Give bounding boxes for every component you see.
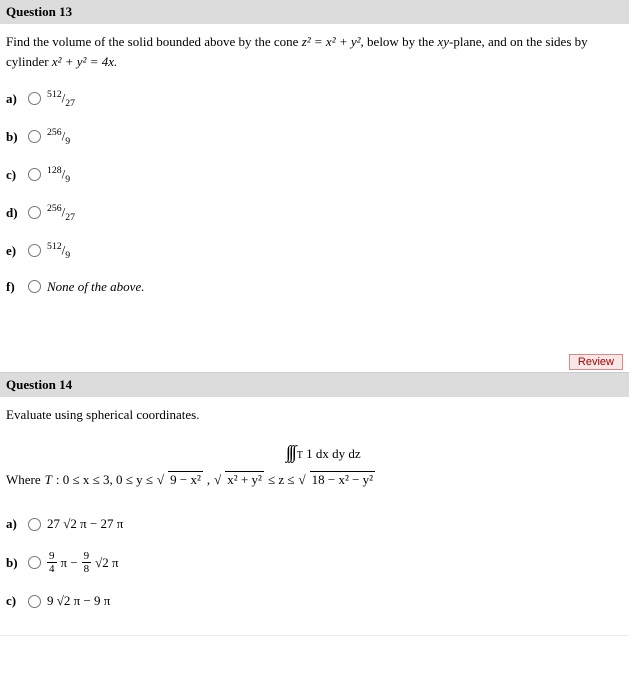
q14-prompt: Evaluate using spherical coordinates. [6, 405, 623, 425]
sqrt2: x² + y² [225, 471, 264, 488]
q13-radio-b[interactable] [28, 130, 41, 143]
frac-den: 9 [65, 250, 70, 261]
option-value: 9 √2 π − 9 π [47, 593, 110, 609]
option-letter: a) [6, 516, 22, 532]
comma: , [207, 472, 210, 488]
sqrt-sign: √ [157, 472, 164, 488]
num: 9 [47, 550, 57, 563]
q14-where: Where T : 0 ≤ x ≤ 3, 0 ≤ y ≤ √9 − x² , √… [6, 471, 623, 488]
sqrt-sign: √ [298, 472, 305, 488]
q14-options: a) 27 √2 π − 27 π b) 94 π − 98 √2 π c) 9… [6, 516, 623, 609]
option-letter: a) [6, 91, 22, 107]
option-value: 256/9 [47, 127, 70, 147]
q14-radio-b[interactable] [28, 556, 41, 569]
q13-radio-a[interactable] [28, 92, 41, 105]
sqrt3: 18 − x² − y² [310, 471, 375, 488]
between: ≤ z ≤ [268, 472, 295, 488]
q13-options: a) 512/27 b) 256/9 c) 128/9 d) 256/27 e)… [6, 89, 623, 295]
q13-option-a: a) 512/27 [6, 89, 623, 109]
option-letter: e) [6, 243, 22, 259]
q13-eq2: x² + y² = 4x. [52, 54, 117, 69]
q13-radio-e[interactable] [28, 244, 41, 257]
q14-integral: ∫∫∫T 1 dx dy dz [286, 442, 623, 463]
q13-radio-f[interactable] [28, 280, 41, 293]
q14-option-b: b) 94 π − 98 √2 π [6, 550, 623, 575]
where-pre: Where [6, 472, 41, 488]
q13-prompt: Find the volume of the solid bounded abo… [6, 32, 623, 71]
frac-num: 512 [47, 241, 62, 252]
tail: √2 π [95, 555, 118, 571]
option-letter: c) [6, 167, 22, 183]
option-value: 512/27 [47, 89, 75, 109]
frac-den: 27 [65, 98, 75, 109]
option-value: None of the above. [47, 279, 144, 295]
frac1: 94 [47, 550, 57, 575]
question-14-header: Question 14 [0, 373, 629, 397]
sqrt-sign: √ [214, 472, 221, 488]
option-value: 94 π − 98 √2 π [47, 550, 119, 575]
q13-radio-c[interactable] [28, 168, 41, 181]
q14-radio-c[interactable] [28, 595, 41, 608]
option-letter: d) [6, 205, 22, 221]
mid: π − [61, 555, 78, 571]
den: 4 [47, 563, 57, 575]
num: 9 [82, 550, 92, 563]
frac-num: 128 [47, 165, 62, 176]
frac-den: 9 [65, 174, 70, 185]
option-letter: c) [6, 593, 22, 609]
sqrt1: 9 − x² [168, 471, 203, 488]
option-value: 27 √2 π − 27 π [47, 516, 123, 532]
frac-num: 256 [47, 127, 62, 138]
review-button[interactable]: Review [569, 354, 623, 370]
q13-xy: xy [437, 34, 449, 49]
spacer [0, 321, 629, 351]
q13-eq1: z² = x² + y² [302, 34, 361, 49]
integral-region: T [297, 450, 303, 461]
option-letter: b) [6, 555, 22, 571]
q14-option-c: c) 9 √2 π − 9 π [6, 593, 623, 609]
option-letter: b) [6, 129, 22, 145]
option-letter: f) [6, 279, 22, 295]
option-value: 128/9 [47, 165, 70, 185]
question-13-body: Find the volume of the solid bounded abo… [0, 24, 629, 321]
q13-option-e: e) 512/9 [6, 241, 623, 261]
frac2: 98 [82, 550, 92, 575]
frac-den: 27 [65, 212, 75, 223]
triple-integral-icon: ∫∫∫ [286, 442, 295, 462]
q14-option-a: a) 27 √2 π − 27 π [6, 516, 623, 532]
q13-option-c: c) 128/9 [6, 165, 623, 185]
integrand: 1 dx dy dz [306, 446, 361, 461]
q13-text2: , below by the [361, 34, 438, 49]
where-T: T [45, 472, 52, 488]
q13-radio-d[interactable] [28, 206, 41, 219]
where-range: : 0 ≤ x ≤ 3, 0 ≤ y ≤ [56, 472, 153, 488]
question-14-body: Evaluate using spherical coordinates. ∫∫… [0, 397, 629, 636]
frac-num: 512 [47, 89, 62, 100]
frac-den: 9 [65, 136, 70, 147]
q14-radio-a[interactable] [28, 518, 41, 531]
option-value: 512/9 [47, 241, 70, 261]
review-bar: Review [0, 351, 629, 373]
divider [0, 635, 629, 636]
option-value: 256/27 [47, 203, 75, 223]
q13-option-d: d) 256/27 [6, 203, 623, 223]
q13-option-b: b) 256/9 [6, 127, 623, 147]
q13-option-f: f) None of the above. [6, 279, 623, 295]
q13-text: Find the volume of the solid bounded abo… [6, 34, 302, 49]
frac-num: 256 [47, 203, 62, 214]
question-13-header: Question 13 [0, 0, 629, 24]
den: 8 [82, 563, 92, 575]
